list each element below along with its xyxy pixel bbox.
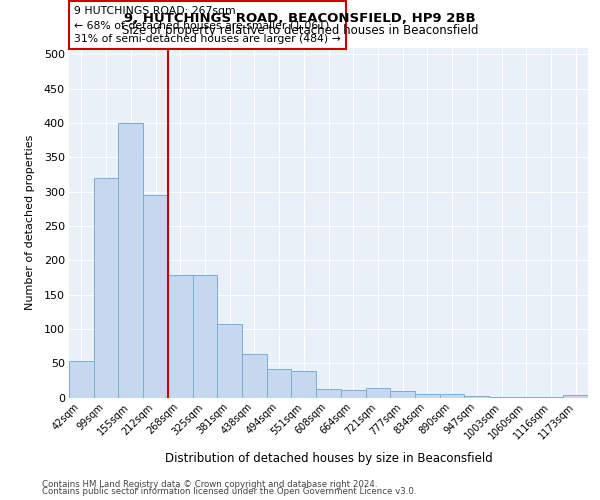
Bar bbox=[316, 390, 341, 398]
Bar bbox=[143, 195, 168, 398]
Bar bbox=[69, 361, 94, 398]
Bar bbox=[415, 394, 440, 398]
Bar bbox=[217, 324, 242, 398]
Bar bbox=[563, 395, 588, 398]
Bar bbox=[514, 397, 539, 398]
Bar bbox=[168, 276, 193, 398]
Bar bbox=[94, 178, 118, 398]
Text: Contains public sector information licensed under the Open Government Licence v3: Contains public sector information licen… bbox=[42, 488, 416, 496]
Bar bbox=[292, 372, 316, 398]
Bar bbox=[193, 276, 217, 398]
Y-axis label: Number of detached properties: Number of detached properties bbox=[25, 135, 35, 310]
Bar bbox=[464, 396, 489, 398]
Bar bbox=[267, 368, 292, 398]
Bar bbox=[390, 390, 415, 398]
Text: Contains HM Land Registry data © Crown copyright and database right 2024.: Contains HM Land Registry data © Crown c… bbox=[42, 480, 377, 489]
Bar bbox=[365, 388, 390, 398]
Bar bbox=[341, 390, 365, 398]
Bar bbox=[539, 397, 563, 398]
Text: Size of property relative to detached houses in Beaconsfield: Size of property relative to detached ho… bbox=[122, 24, 478, 37]
Bar bbox=[489, 397, 514, 398]
X-axis label: Distribution of detached houses by size in Beaconsfield: Distribution of detached houses by size … bbox=[164, 452, 493, 465]
Text: 9, HUTCHINGS ROAD, BEACONSFIELD, HP9 2BB: 9, HUTCHINGS ROAD, BEACONSFIELD, HP9 2BB bbox=[124, 12, 476, 26]
Bar bbox=[118, 123, 143, 398]
Bar bbox=[242, 354, 267, 398]
Bar bbox=[440, 394, 464, 398]
Text: 9 HUTCHINGS ROAD: 267sqm
← 68% of detached houses are smaller (1,061)
31% of sem: 9 HUTCHINGS ROAD: 267sqm ← 68% of detach… bbox=[74, 6, 341, 44]
